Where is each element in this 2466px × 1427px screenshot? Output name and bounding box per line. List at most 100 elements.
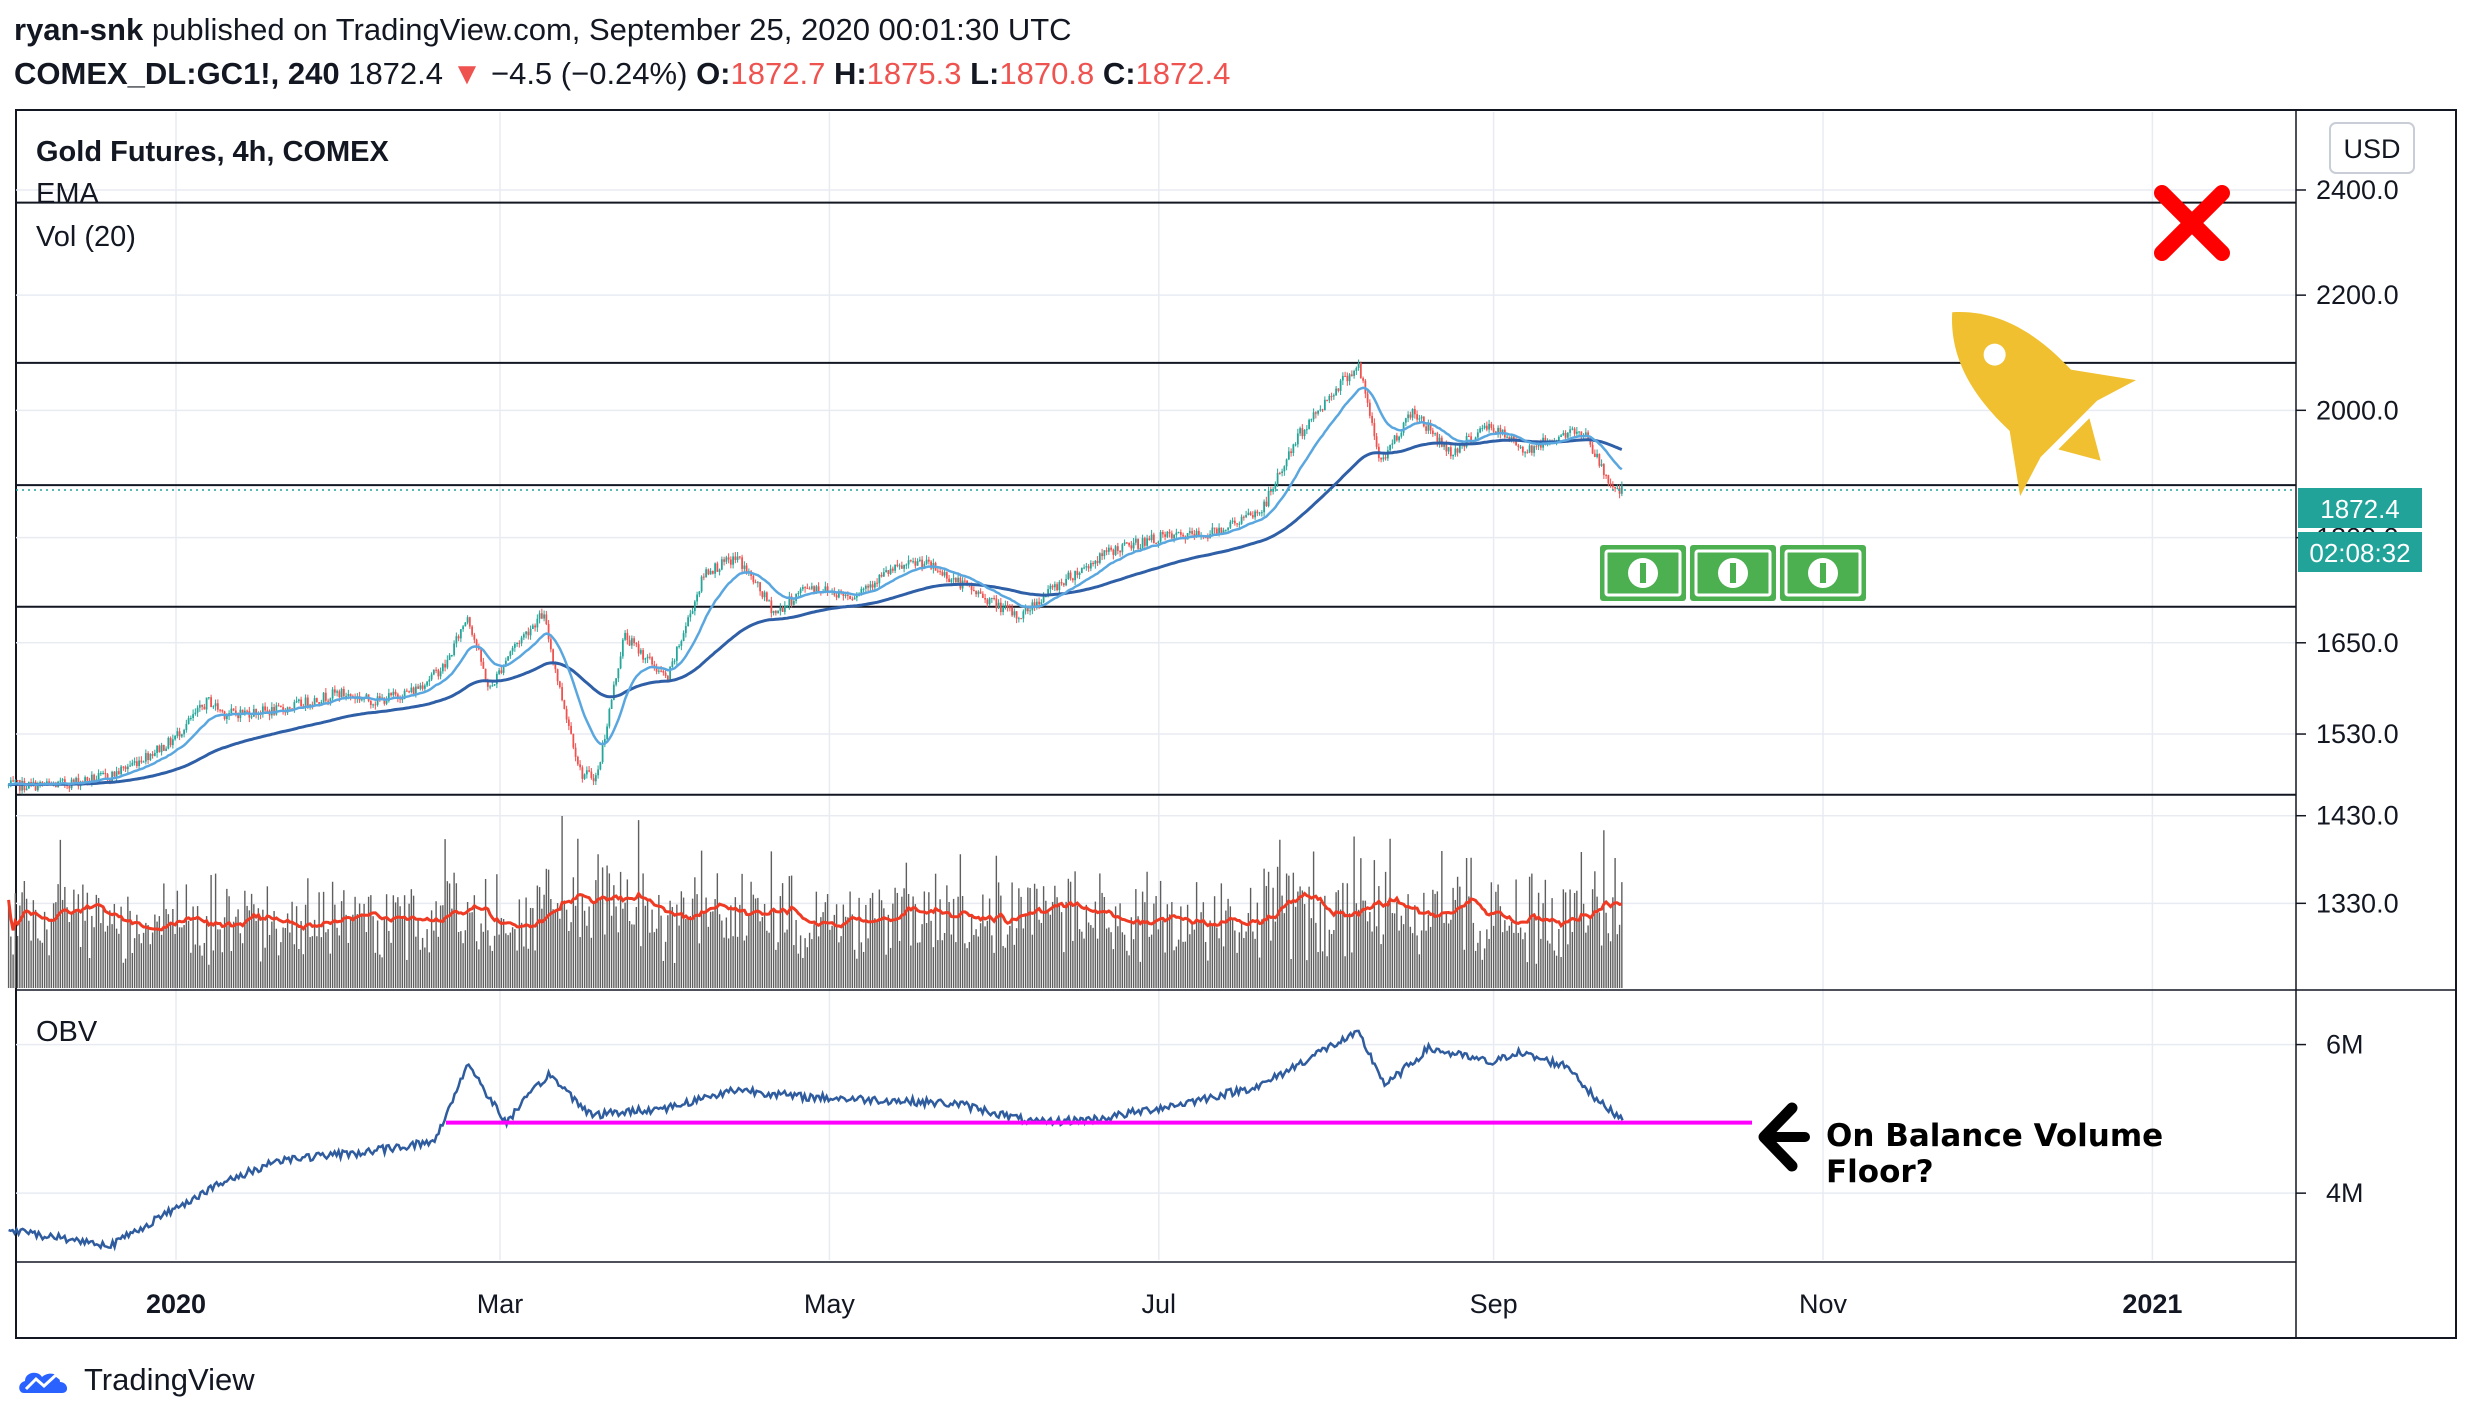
candle-body <box>131 762 134 766</box>
candle-body <box>1449 447 1452 457</box>
candle-body <box>671 661 674 667</box>
candle-body <box>1051 585 1054 588</box>
candle-body <box>1236 523 1238 525</box>
candle-body <box>891 568 894 571</box>
candle-body <box>930 561 932 569</box>
candle-body <box>1600 464 1603 466</box>
candle-body <box>1123 542 1126 545</box>
candle-body <box>68 786 71 789</box>
candle-body <box>1101 553 1103 557</box>
candle-body <box>1150 534 1153 541</box>
candle-body <box>1197 530 1200 536</box>
candle-body <box>1168 531 1171 534</box>
candle-body <box>1278 472 1281 474</box>
candle-body <box>1366 393 1369 403</box>
legend-obv[interactable]: OBV <box>36 1016 98 1048</box>
candle-body <box>1078 572 1081 575</box>
candle-body <box>509 651 512 657</box>
candle-body <box>1071 578 1074 581</box>
candle-body <box>210 697 212 708</box>
open-label: O: <box>696 56 731 91</box>
candle-body <box>1254 511 1256 518</box>
candle-body <box>1530 445 1533 453</box>
chart-header: ryan-snk published on TradingView.com, S… <box>14 8 2454 96</box>
candle-body <box>511 647 514 652</box>
candle-body <box>954 577 957 583</box>
candle-body <box>90 774 93 782</box>
candle-body <box>1571 428 1574 430</box>
candle-body <box>786 605 788 607</box>
candle-body <box>1166 531 1169 537</box>
candle-body <box>1506 436 1508 438</box>
candle-body <box>1434 433 1436 435</box>
legend-ema[interactable]: EMA <box>36 178 100 210</box>
candle-body <box>311 704 314 706</box>
candle-body <box>990 598 993 600</box>
candle-body <box>59 780 62 782</box>
candle-body <box>1222 530 1225 534</box>
candle-body <box>558 681 561 688</box>
published-text: published on TradingView.com, September … <box>151 12 1072 47</box>
legend-vol[interactable]: Vol (20) <box>36 221 136 253</box>
candle-body <box>894 564 896 571</box>
candle-body <box>1213 527 1216 529</box>
candle-body <box>113 771 116 777</box>
candle-body <box>882 572 885 577</box>
candle-body <box>1382 457 1385 460</box>
candle-body <box>124 766 127 770</box>
candle-body <box>117 771 120 775</box>
candle-body <box>873 582 876 588</box>
candle-body <box>1188 531 1191 534</box>
price-change: −4.5 (−0.24%) <box>490 56 688 91</box>
currency-button[interactable]: USD <box>2329 122 2415 174</box>
candle-body <box>360 699 363 701</box>
y-tick-label: 2400.0 <box>2316 175 2399 205</box>
candle-body <box>1139 547 1142 549</box>
candle-body <box>315 698 318 703</box>
left-arrow-icon <box>1758 1102 1810 1172</box>
candle-body <box>763 592 766 598</box>
candle-body <box>567 719 570 726</box>
candle-body <box>1175 532 1178 535</box>
candle-body <box>39 781 41 784</box>
candle-body <box>912 561 914 563</box>
candle-body <box>1211 527 1214 535</box>
candle-body <box>1085 566 1088 568</box>
candle-body <box>1618 487 1621 494</box>
candle-body <box>945 572 948 579</box>
candle-body <box>1575 431 1578 434</box>
candle-body <box>1013 611 1016 616</box>
candle-body <box>30 782 32 784</box>
candle-body <box>621 639 624 657</box>
candle-body <box>1114 546 1117 555</box>
candle-body <box>777 610 779 614</box>
candle-body <box>1616 487 1619 489</box>
candle-body <box>1328 395 1331 401</box>
candle-body <box>318 702 320 704</box>
candle-body <box>543 614 545 619</box>
candle-body <box>1281 471 1283 474</box>
candle-body <box>466 617 469 623</box>
candle-body <box>534 625 536 628</box>
candle-body <box>7 784 10 786</box>
x-tick-label: Jul <box>1142 1289 1177 1319</box>
candle-body <box>525 631 527 635</box>
candle-body <box>617 668 620 679</box>
candle-body <box>14 780 17 782</box>
brand[interactable]: TradingView <box>16 1362 255 1398</box>
candle-body <box>212 706 215 708</box>
candle-body <box>1193 533 1196 536</box>
volume-ma-line <box>7 890 1623 932</box>
candle-body <box>759 582 761 592</box>
countdown-tag: 02:08:32 <box>2298 532 2422 572</box>
open-value: 1872.7 <box>730 56 826 91</box>
candle-body <box>1317 410 1319 414</box>
author-name[interactable]: ryan-snk <box>14 12 144 47</box>
candle-body <box>889 568 892 574</box>
candle-body <box>1407 414 1409 419</box>
candle-body <box>25 788 28 791</box>
candle-body <box>925 559 928 564</box>
candle-body <box>237 713 239 719</box>
candle-body <box>1319 409 1322 411</box>
